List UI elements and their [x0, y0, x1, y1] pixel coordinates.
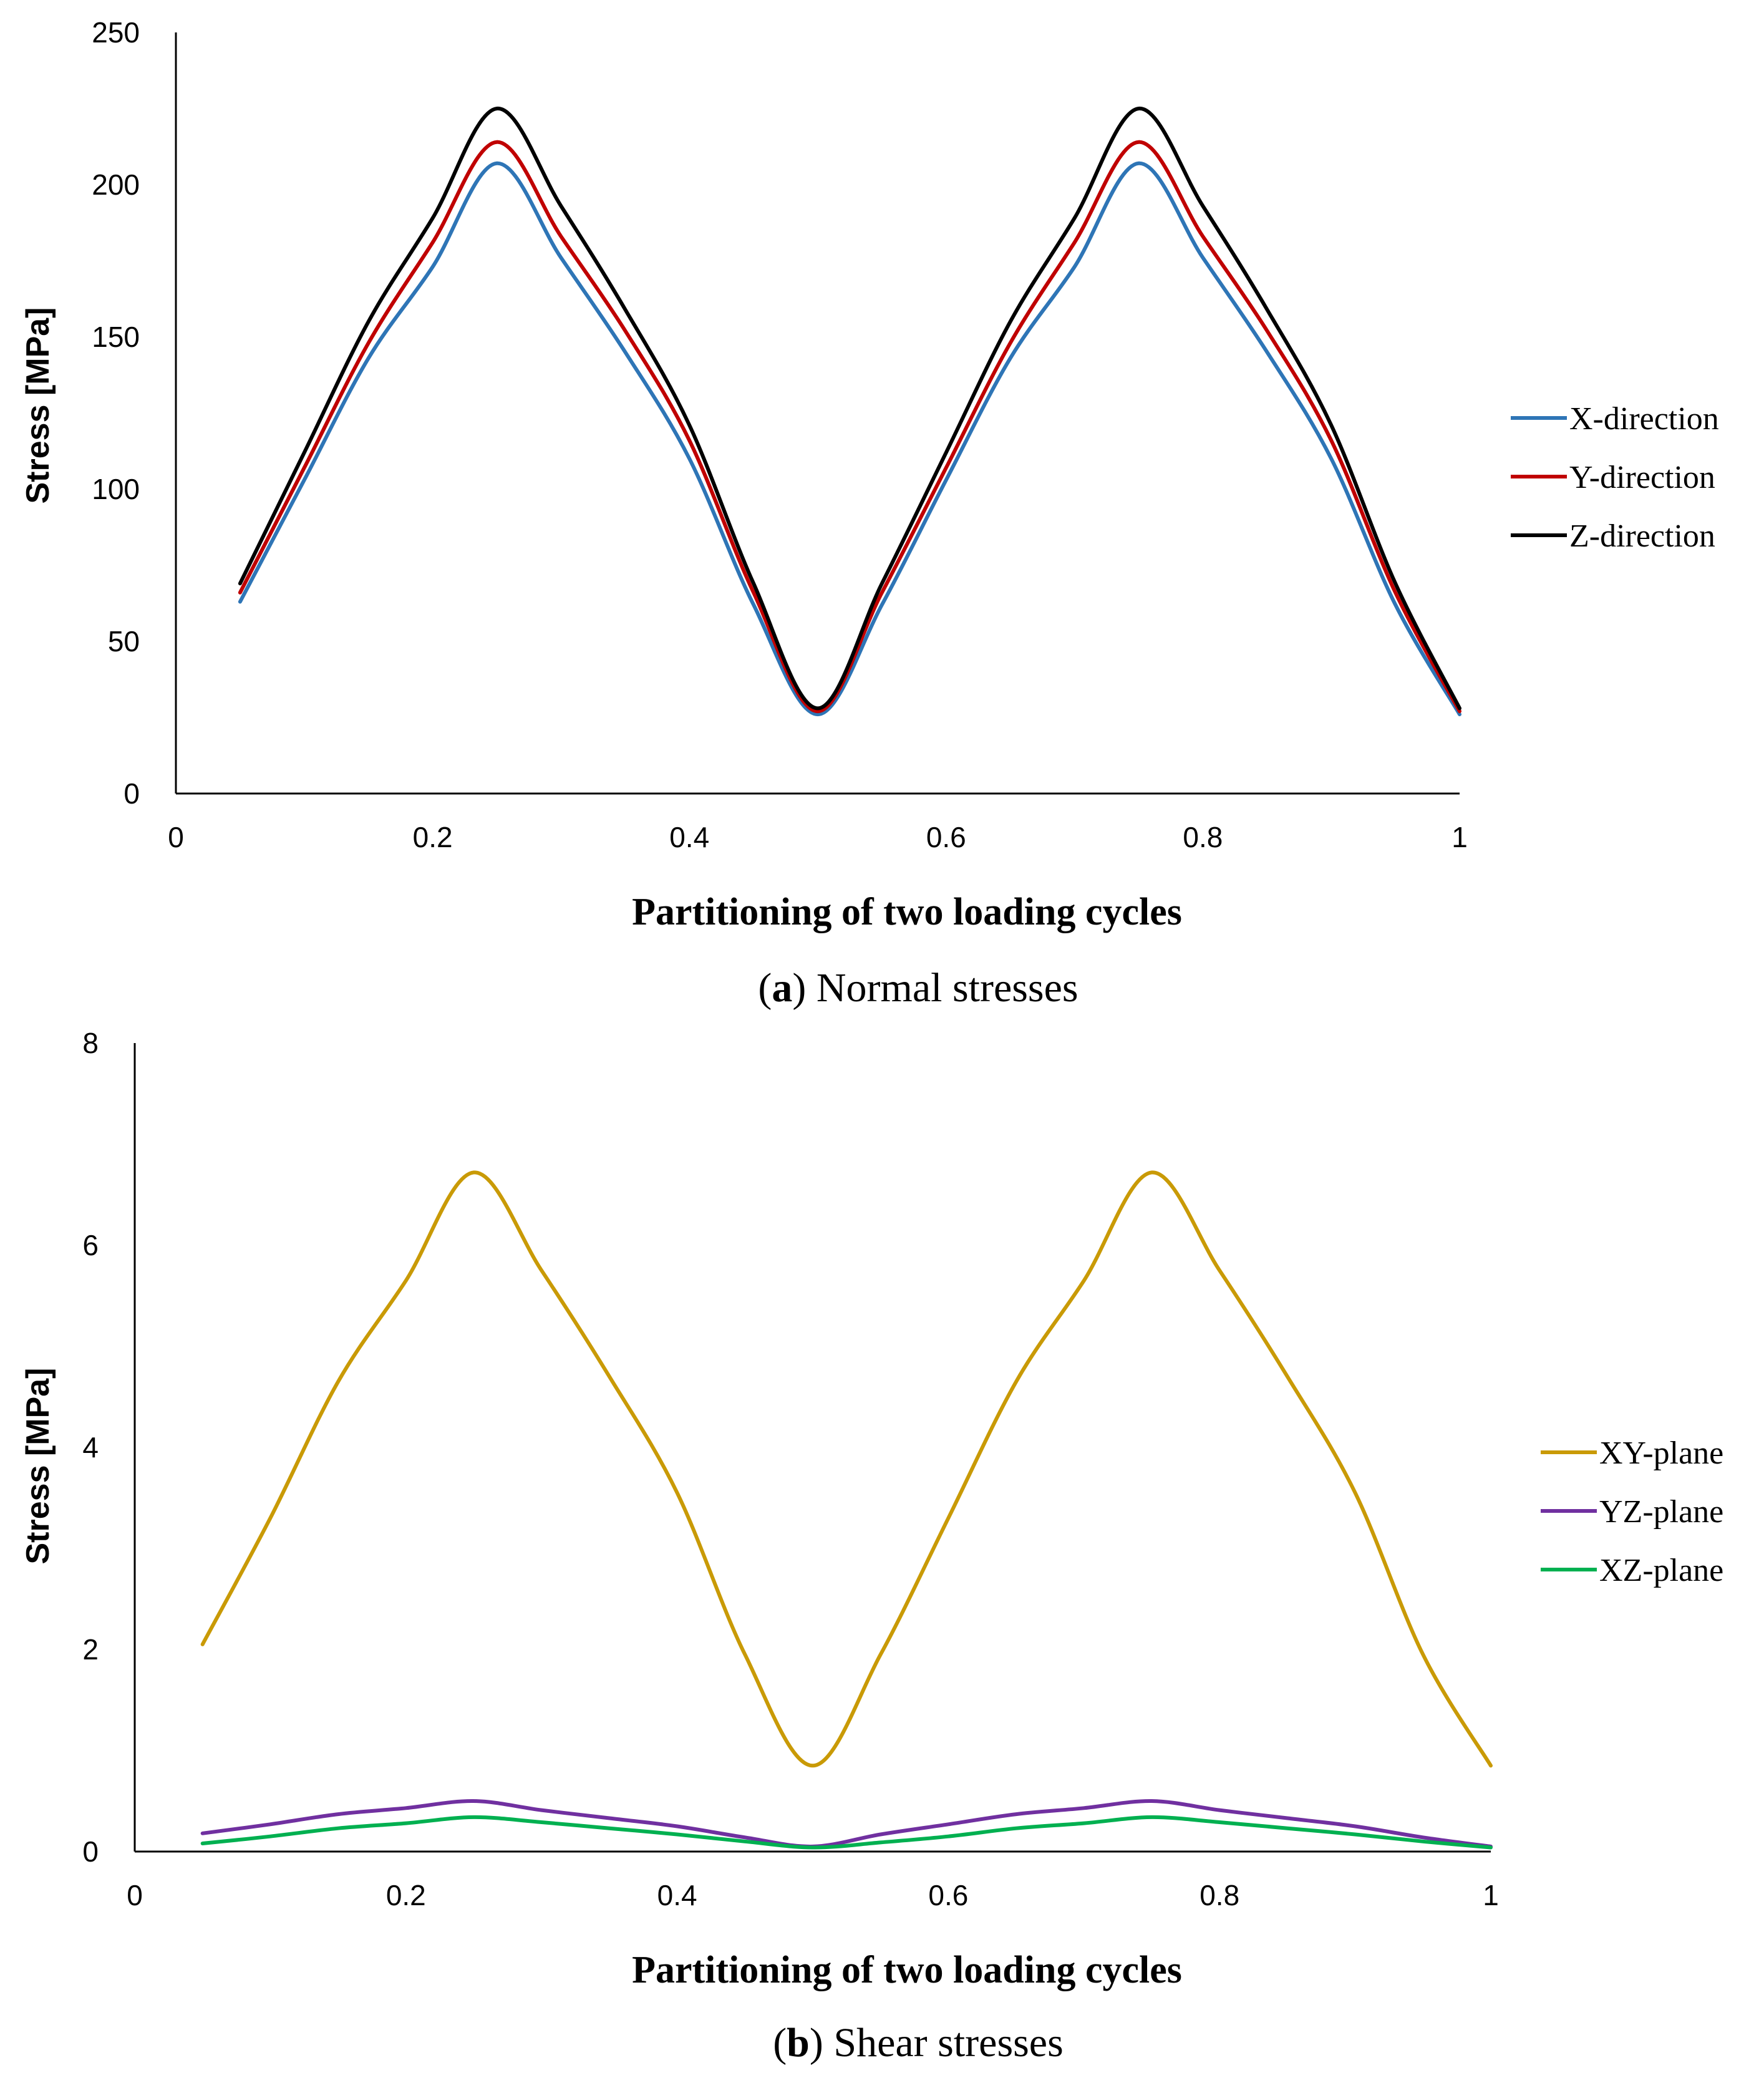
shear-stress-chart: Stress [MPa] 0 2 4 6 8 0 0.2 0.4 0.6 0.8 1 XY-pla… [20, 1027, 1723, 2066]
caption-letter: b [787, 2020, 810, 2066]
x-tick-label: 0.2 [386, 1879, 426, 1911]
legend-label: YZ-plane [1599, 1494, 1723, 1530]
legend-label: Z-direction [1569, 518, 1715, 554]
y-tick-label: 2 [82, 1633, 99, 1666]
x-tick-label: 0 [127, 1879, 143, 1911]
y-tick-label: 50 [108, 625, 140, 658]
y-tick-label: 4 [82, 1431, 99, 1464]
x-tick-label: 0.8 [1183, 821, 1223, 853]
y-tick-label: 0 [124, 777, 140, 810]
series-line-xz-plane [200, 1815, 1493, 1850]
legend-label: XY-plane [1599, 1435, 1723, 1471]
x-tick-label: 0.2 [413, 821, 453, 853]
y-tick-label: 6 [82, 1229, 99, 1261]
caption-a: (a) Normal stresses [758, 965, 1078, 1011]
legend: X-direction Y-direction Z-direction [1511, 401, 1719, 554]
series-line-x-direction [238, 161, 1461, 717]
series-line-xy-plane [200, 1170, 1493, 1768]
y-axis-label: Stress [MPa] [20, 1368, 56, 1565]
series-line-yz-plane [200, 1799, 1493, 1848]
legend-item-yz-plane: YZ-plane [1541, 1494, 1723, 1530]
legend-label: X-direction [1569, 401, 1719, 437]
legend-label: Y-direction [1569, 460, 1715, 495]
caption-text: Shear stresses [833, 2020, 1063, 2066]
caption-b: (b) Shear stresses [773, 2020, 1064, 2066]
legend-item-x-direction: X-direction [1511, 401, 1719, 437]
y-tick-label: 8 [82, 1027, 99, 1059]
y-tick-label: 100 [92, 473, 140, 505]
normal-stress-chart: Stress [MPa] 0 50 100 150 200 250 0 0.2 0.4 0.6 0… [20, 16, 1719, 1011]
legend-item-y-direction: Y-direction [1511, 460, 1715, 495]
y-tick-label: 200 [92, 168, 140, 201]
legend-item-xy-plane: XY-plane [1541, 1435, 1723, 1471]
x-tick-label: 0.6 [926, 821, 966, 853]
x-axis-label: Partitioning of two loading cycles [632, 1949, 1182, 1991]
x-tick-label: 0.6 [928, 1879, 968, 1911]
legend-item-xz-plane: XZ-plane [1541, 1553, 1723, 1588]
series-line-z-direction [238, 107, 1461, 711]
x-tick-label: 0.4 [657, 1879, 697, 1911]
x-axis-label: Partitioning of two loading cycles [632, 891, 1182, 933]
x-tick-label: 0.8 [1199, 1879, 1239, 1911]
y-tick-label: 0 [82, 1835, 99, 1868]
x-tick-label: 1 [1483, 1879, 1499, 1911]
x-tick-label: 0.4 [669, 821, 709, 853]
y-tick-label: 250 [92, 16, 140, 49]
caption-text: Normal stresses [817, 965, 1078, 1011]
x-tick-label: 0 [168, 821, 184, 853]
legend-label: XZ-plane [1599, 1553, 1723, 1588]
y-tick-label: 150 [92, 321, 140, 353]
legend-item-z-direction: Z-direction [1511, 518, 1715, 554]
y-axis-label: Stress [MPa] [20, 308, 56, 504]
series-line-y-direction [238, 140, 1461, 714]
x-tick-label: 1 [1451, 821, 1468, 853]
legend: XY-plane YZ-plane XZ-plane [1541, 1435, 1723, 1588]
caption-letter: a [772, 965, 792, 1011]
